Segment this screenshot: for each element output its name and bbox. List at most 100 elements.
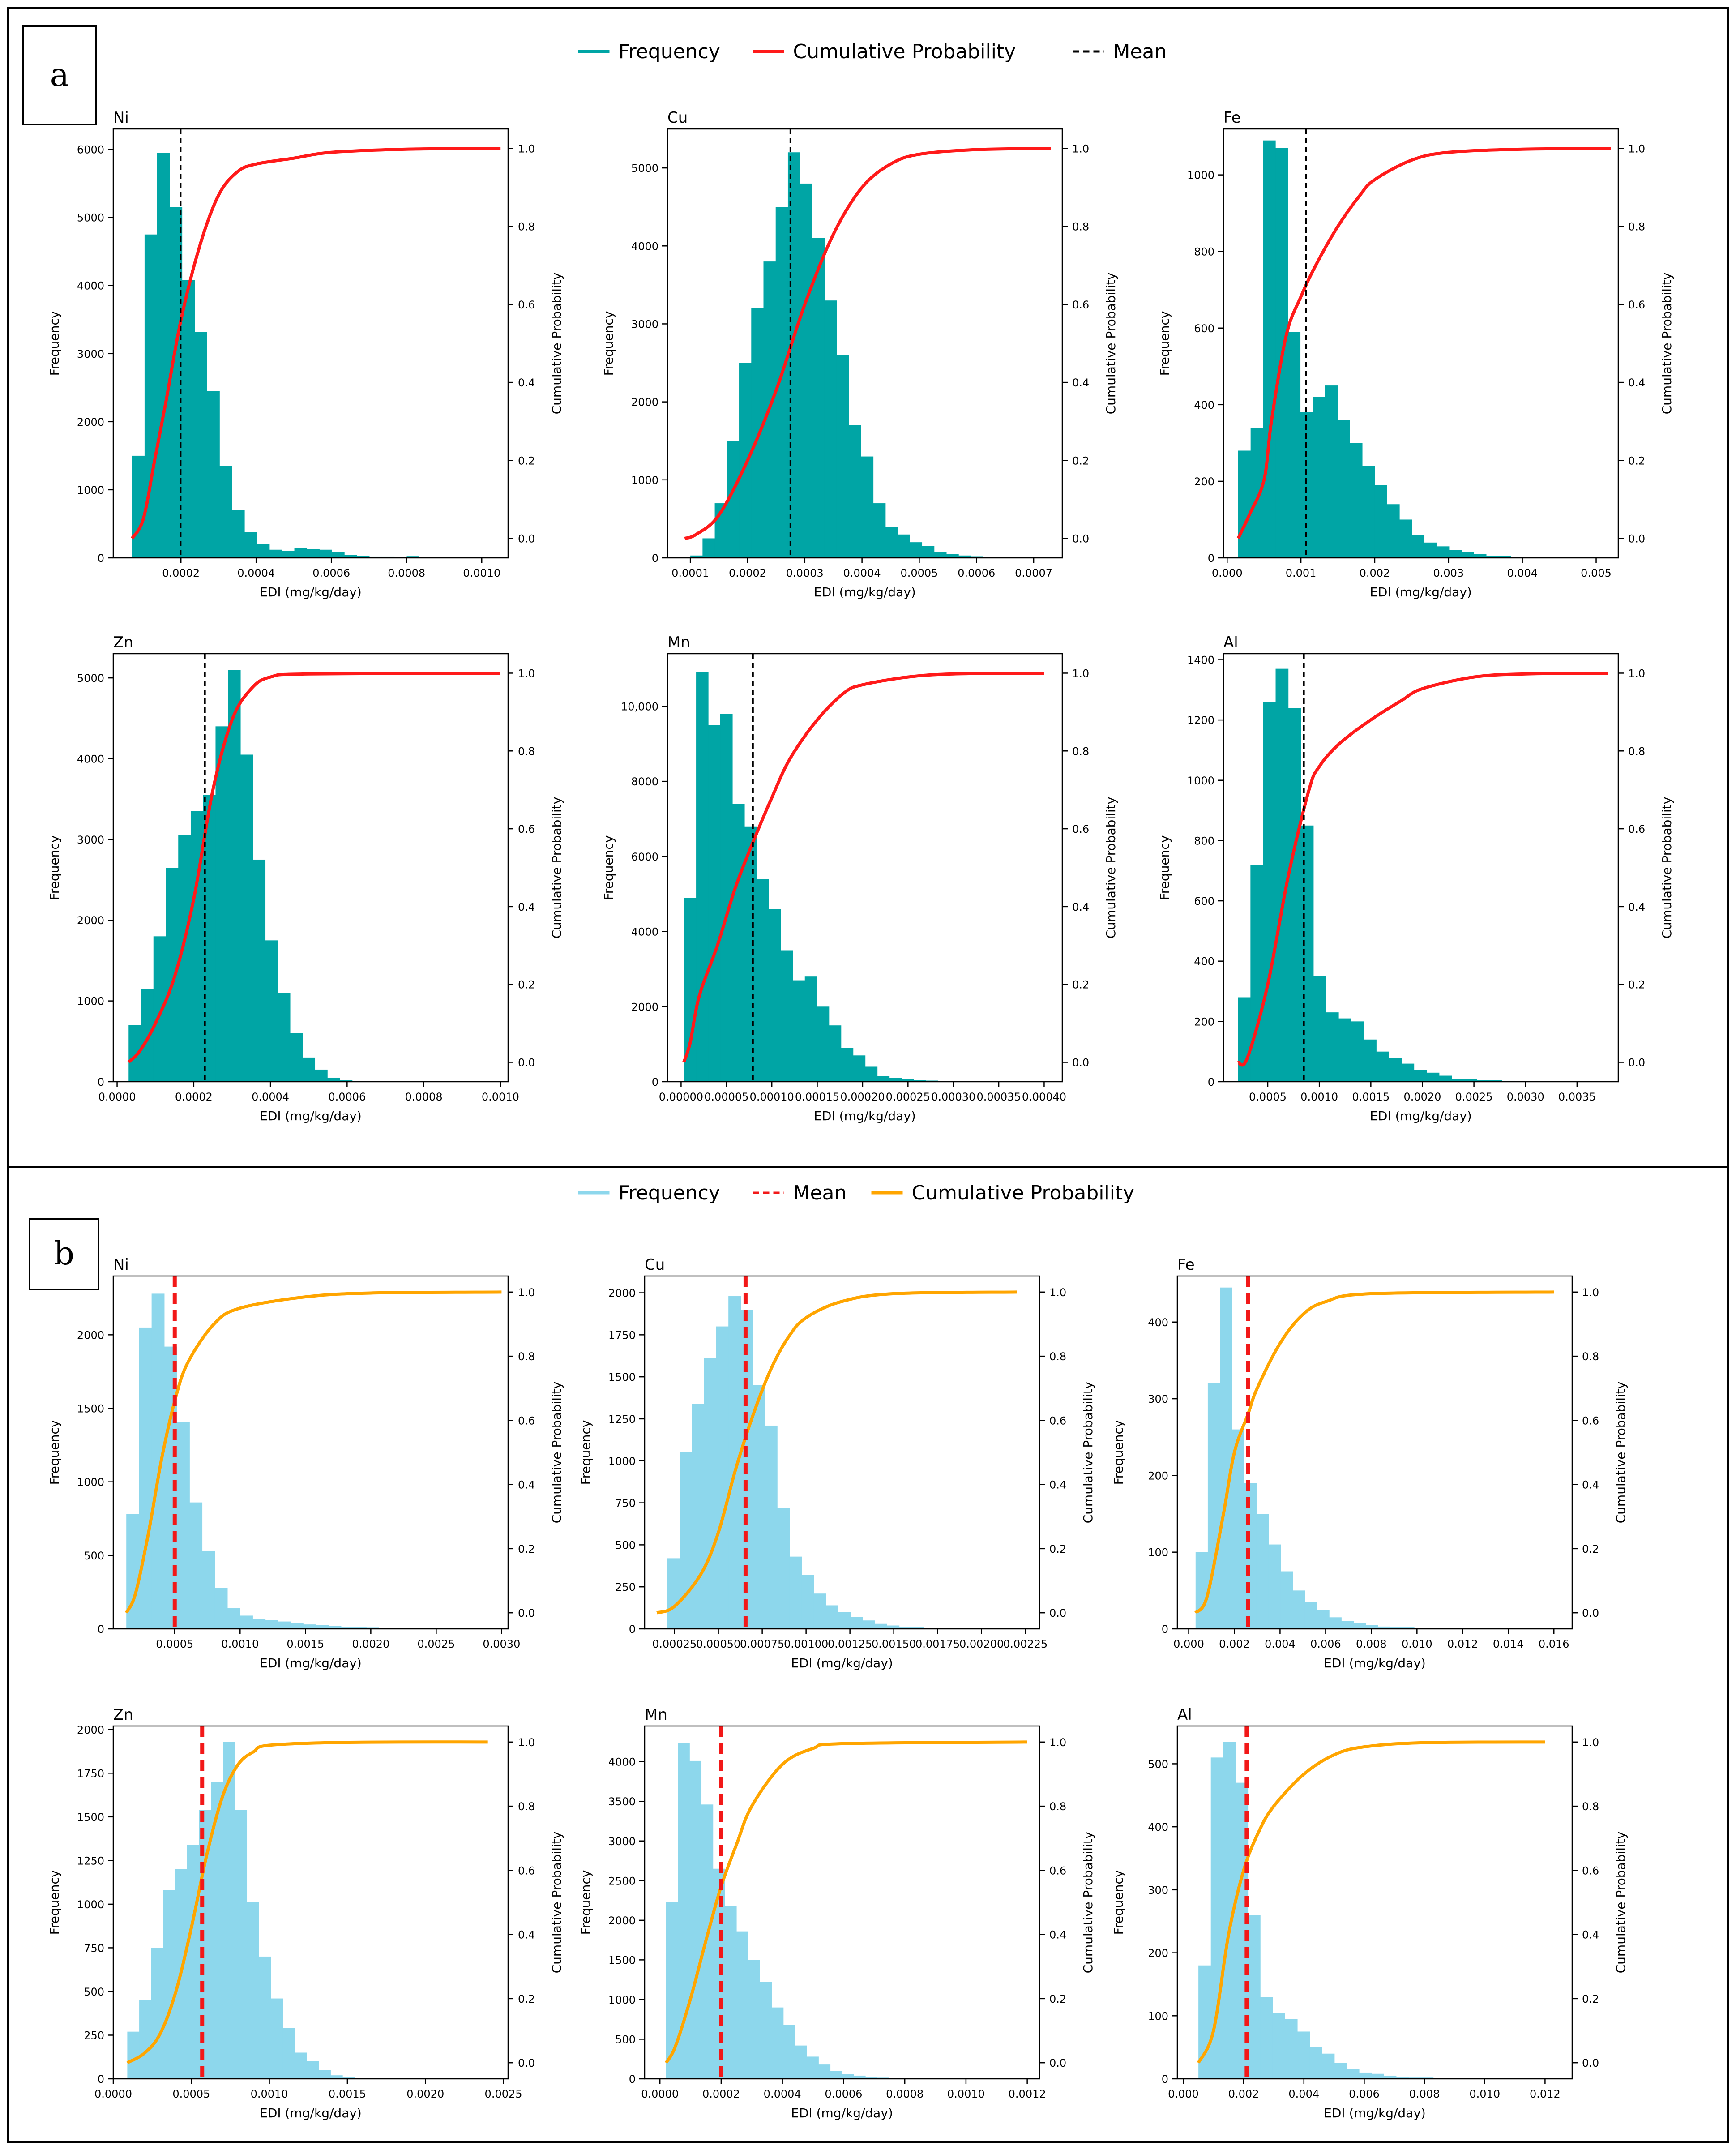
- chart-title: Mn: [667, 634, 690, 651]
- histogram-bar: [187, 1845, 200, 2079]
- histogram-bar: [252, 859, 266, 1082]
- y2-tick-label: 0.0: [518, 532, 535, 545]
- x-tick-label: 0.0025: [417, 1638, 455, 1650]
- x-tick-label: 0.0000: [641, 2088, 679, 2100]
- x-axis-label: EDI (mg/kg/day): [1370, 1109, 1472, 1123]
- y2-tick-label: 1.0: [1049, 1286, 1066, 1299]
- y2-tick-label: 0.0: [518, 2057, 535, 2069]
- histogram-bar: [795, 2045, 807, 2079]
- y2-tick-label: 0.6: [518, 1414, 535, 1427]
- histogram-bar: [306, 2061, 319, 2079]
- histogram-bar: [1244, 1483, 1257, 1629]
- y-tick-label: 250: [615, 1581, 636, 1593]
- chart-b-ni: 0.0005 0.0010 0.0015 0.0020 0.0025 0.0030 0 500…: [47, 1256, 564, 1670]
- y2-tick-label: 0.6: [1072, 823, 1089, 835]
- y2-axis-label: Cumulative Probability: [1081, 1832, 1095, 1974]
- chart-a-zn-bars: [128, 670, 502, 1082]
- y2-tick-label: 0.6: [518, 823, 535, 835]
- histogram-bar: [765, 1425, 778, 1629]
- histogram-bar: [958, 555, 971, 558]
- y2-tick-label: 0.2: [518, 1543, 535, 1555]
- histogram-bar: [278, 993, 291, 1082]
- y2-tick-label: 0.8: [518, 1800, 535, 1813]
- y2-tick-label: 1.0: [1072, 143, 1089, 155]
- chart-b-zn-frame: [112, 1725, 509, 2080]
- x-tick-label: 0.0008: [405, 1091, 443, 1103]
- histogram-bar: [1309, 2047, 1322, 2079]
- y2-tick-label: 1.0: [1628, 667, 1645, 680]
- y2-axis-label: Cumulative Probability: [549, 1382, 564, 1524]
- histogram-bar: [219, 466, 232, 558]
- histogram-bar: [1232, 1429, 1244, 1629]
- histogram-bar: [736, 1931, 748, 2079]
- chart-b-zn: 0.0000 0.0005 0.0010 0.0015 0.0020 0.0025 0 250…: [47, 1706, 564, 2120]
- histogram-bar: [1402, 1627, 1415, 1629]
- chart-a-fe: 0.000 0.001 0.002 0.003 0.004 0.005 0 200 400 600…: [1157, 109, 1674, 600]
- histogram-bar: [1325, 385, 1338, 558]
- x-axis-label: EDI (mg/kg/day): [1324, 1656, 1426, 1670]
- x-tick-label: 0.0020: [352, 1638, 389, 1650]
- histogram-bar: [315, 1069, 328, 1082]
- histogram-bar: [925, 1080, 938, 1082]
- y-axis-label: Frequency: [1111, 1870, 1126, 1935]
- histogram-bar: [1437, 546, 1450, 558]
- y2-axis-label: Cumulative Probability: [549, 273, 564, 415]
- y2-tick-label: 0.2: [1072, 454, 1089, 467]
- histogram-bar: [1477, 1080, 1490, 1082]
- y-tick-label: 4000: [77, 280, 104, 292]
- histogram-bar: [1461, 552, 1474, 558]
- chart-a-cu-frame: [667, 128, 1063, 559]
- y2-axis-label: Cumulative Probability: [1613, 1832, 1628, 1974]
- histogram-bar: [1280, 1571, 1293, 1629]
- histogram-bar: [1317, 1610, 1330, 1629]
- x-tick-label: 0.000: [1168, 2088, 1199, 2100]
- y-axis-label: Frequency: [47, 1420, 62, 1485]
- y-tick-label: 5000: [77, 212, 104, 224]
- x-tick-label: 0.0005: [156, 1638, 193, 1650]
- y-tick-label: 4000: [77, 753, 104, 765]
- histogram-bar: [182, 280, 195, 558]
- x-tick-label: 0.00050: [696, 1638, 740, 1650]
- histogram-bar: [830, 2071, 842, 2079]
- histogram-bar: [1426, 1072, 1440, 1082]
- histogram-bar: [1377, 1626, 1390, 1629]
- histogram-bar: [783, 2025, 795, 2079]
- y2-tick-label: 0.2: [1582, 1543, 1599, 1555]
- y-tick-label: 100: [1148, 2010, 1168, 2022]
- histogram-bar: [1489, 1080, 1502, 1082]
- y2-tick-label: 0.4: [1582, 1929, 1599, 1941]
- histogram-bar: [257, 544, 270, 558]
- histogram-bar: [801, 1575, 814, 1629]
- histogram-bar: [316, 1625, 329, 1629]
- histogram-bar: [202, 1550, 215, 1629]
- y2-tick-label: 0.4: [1072, 901, 1089, 913]
- histogram-bar: [689, 1760, 702, 2079]
- histogram-bar: [290, 1623, 304, 1629]
- histogram-bar: [1421, 2077, 1434, 2079]
- x-tick-label: 0.0008: [886, 2088, 924, 2100]
- histogram-bar: [1304, 1602, 1317, 1629]
- histogram-bar: [1248, 1915, 1261, 2079]
- chart-title: Fe: [1177, 1256, 1195, 1274]
- y-tick-label: 5000: [631, 162, 658, 175]
- y-tick-label: 2000: [608, 1287, 636, 1300]
- chart-a-al-bars: [1238, 668, 1616, 1082]
- histogram-bar: [232, 510, 245, 558]
- histogram-bar: [1424, 542, 1437, 558]
- y2-tick-label: 0.8: [1628, 221, 1645, 233]
- y2-tick-label: 1.0: [518, 667, 535, 680]
- histogram-bar: [812, 238, 825, 558]
- y2-tick-label: 0.8: [1582, 1350, 1599, 1363]
- histogram-bar: [910, 542, 923, 558]
- histogram-bar: [1401, 1063, 1415, 1082]
- x-tick-label: 0.00100: [784, 1638, 828, 1650]
- y2-tick-label: 0.4: [518, 1929, 535, 1941]
- y-tick-label: 400: [1194, 399, 1214, 411]
- histogram-bar: [227, 1608, 240, 1629]
- chart-a-al-frame: [1223, 653, 1619, 1083]
- y-tick-label: 1500: [77, 1403, 104, 1415]
- legend-panel_b-label-1: Mean: [793, 1182, 847, 1204]
- chart-b-fe: 0.000 0.002 0.004 0.006 0.008 0.010 0.012 0.014…: [1111, 1256, 1628, 1670]
- x-tick-label: 0.0035: [1558, 1091, 1596, 1103]
- histogram-bar: [861, 456, 874, 558]
